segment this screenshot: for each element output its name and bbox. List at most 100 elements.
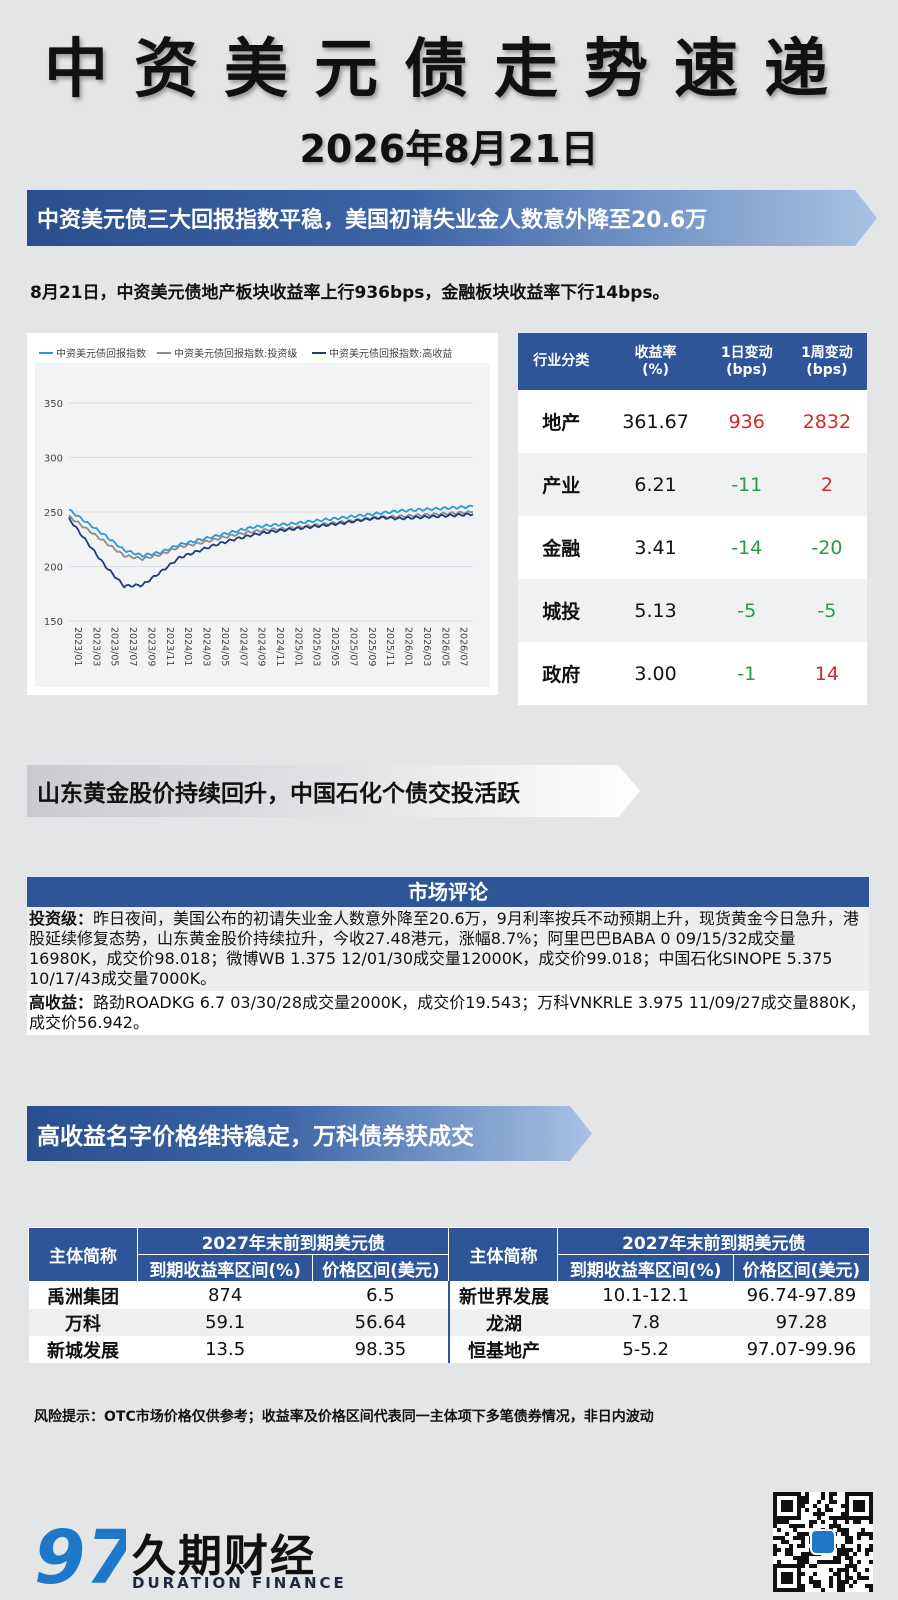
ig-text: 昨日夜间，美国公布的初请失业金人数意外降至20.6万，9月利率按兵不动预期上升，… [29, 909, 859, 988]
sector-1w-change: 14 [786, 642, 867, 705]
sector-1d-change: -5 [706, 579, 787, 642]
x-tick-label: 2024/01 [182, 627, 193, 666]
sector-name: 地产 [518, 390, 605, 453]
section-banner-high-yield: 高收益名字价格维持稳定，万科债券获成交 [27, 1106, 592, 1161]
table-row: 产业 6.21 -11 2 [518, 453, 867, 516]
qr-code[interactable] [773, 1492, 873, 1592]
issuer-ytm: 874 [137, 1281, 313, 1309]
legend-label: 中资美元债回报指数 [56, 347, 146, 360]
x-tick-label: 2024/09 [256, 627, 267, 666]
x-tick-label: 2025/05 [329, 627, 340, 666]
x-tick-label: 2026/01 [403, 627, 414, 666]
x-tick-label: 2023/05 [109, 627, 120, 666]
issuer-price: 97.28 [733, 1309, 870, 1336]
y-tick-label: 250 [44, 508, 63, 519]
issuer-ytm: 13.5 [137, 1336, 313, 1363]
x-tick-label: 2024/07 [237, 627, 248, 666]
sector-1w-change: -20 [786, 516, 867, 579]
sector-yield: 3.41 [604, 516, 707, 579]
issuer-name: 龙湖 [447, 1309, 558, 1336]
x-tick-label: 2025/03 [311, 627, 322, 666]
market-summary: 8月21日，中资美元债地产板块收益率上行936bps，金融板块收益率下行14bp… [30, 283, 670, 303]
header-issuer-left: 主体简称 [28, 1227, 138, 1282]
section-banner-indices: 中资美元债三大回报指数平稳，美国初请失业金人数意外降至20.6万 [27, 190, 877, 246]
header-group-left: 2027年末前到期美元债 [136, 1227, 450, 1255]
hy-label: 高收益： [29, 993, 94, 1012]
x-tick-label: 2023/07 [127, 627, 138, 666]
issuer-ytm: 10.1-12.1 [557, 1281, 734, 1309]
sector-yield-table: 行业分类 收益率 (%) 1日变动 (bps) 1周变动 (bps) 地产 361.67… [518, 333, 867, 705]
sector-yield: 361.67 [604, 390, 707, 453]
page-title: 中资美元债走势速递 [44, 33, 854, 107]
x-tick-label: 2025/09 [366, 627, 377, 666]
y-tick-label: 350 [44, 399, 63, 410]
x-tick-label: 2023/01 [72, 627, 83, 666]
issuer-price: 98.35 [312, 1336, 449, 1363]
x-tick-label: 2026/05 [439, 627, 450, 666]
header-1w-change: 1周变动 (bps) [786, 333, 867, 390]
ig-label: 投资级： [29, 909, 94, 928]
header-sector: 行业分类 [518, 333, 605, 390]
table-row: 新城发展 13.5 98.35 恒基地产 5-5.2 97.07-99.96 [28, 1336, 870, 1363]
series-line-3 [68, 512, 474, 589]
return-index-svg: 150 200 250 300 350 2023/01 2023/03 2023/05 2023… [35, 347, 490, 687]
sector-yield: 3.00 [604, 642, 707, 705]
header-group-right: 2027年末前到期美元债 [557, 1227, 870, 1255]
brand-mark-text: 97 [34, 1517, 126, 1593]
series-line-1 [68, 504, 474, 558]
section-title: 山东黄金股价持续回升，中国石化个债交投活跃 [37, 781, 520, 807]
issuer-name: 恒基地产 [447, 1336, 558, 1363]
issuer-ytm: 5-5.2 [557, 1336, 734, 1363]
brand-logo-icon: 97 [34, 1515, 137, 1600]
header-price-right: 价格区间(美元) [732, 1254, 871, 1282]
sector-1d-change: 936 [706, 390, 787, 453]
header-ytm-right: 到期收益率区间(%) [557, 1254, 734, 1282]
header-ytm-left: 到期收益率区间(%) [136, 1254, 314, 1282]
y-tick-label: 300 [44, 454, 63, 465]
report-date: 2026年8月21日 [299, 127, 599, 171]
header-issuer-right: 主体简称 [448, 1227, 559, 1282]
x-tick-label: 2023/09 [145, 627, 156, 666]
qr-logo-icon [810, 1529, 836, 1555]
table-row: 禹洲集团 874 6.5 新世界发展 10.1-12.1 96.74-97.89 [28, 1281, 870, 1309]
x-tick-label: 2024/03 [201, 627, 212, 666]
x-tick-label: 2025/01 [292, 627, 303, 666]
table-header-row: 行业分类 收益率 (%) 1日变动 (bps) 1周变动 (bps) [518, 333, 867, 390]
table-row: 万科 59.1 56.64 龙湖 7.8 97.28 [28, 1309, 870, 1336]
issuer-ytm: 7.8 [557, 1309, 734, 1336]
return-index-chart: 150 200 250 300 350 2023/01 2023/03 2023/05 2023… [27, 333, 498, 695]
sector-name: 城投 [518, 579, 605, 642]
issuer-name: 禹洲集团 [28, 1281, 138, 1309]
y-tick-label: 150 [44, 617, 63, 628]
issuer-name: 新城发展 [28, 1336, 138, 1363]
sector-1w-change: 2 [786, 453, 867, 516]
section-banner-shandong: 山东黄金股价持续回升，中国石化个债交投活跃 [27, 765, 640, 817]
x-tick-label: 2026/03 [421, 627, 432, 666]
x-tick-label: 2025/07 [347, 627, 358, 666]
x-tick-label: 2023/11 [164, 627, 175, 666]
y-tick-label: 200 [44, 563, 63, 574]
header-price-left: 价格区间(美元) [312, 1254, 450, 1282]
issuer-price: 6.5 [312, 1281, 449, 1309]
table-row: 金融 3.41 -14 -20 [518, 516, 867, 579]
section-title: 高收益名字价格维持稳定，万科债券获成交 [37, 1123, 474, 1150]
issuer-ytm: 59.1 [137, 1309, 313, 1336]
sector-name: 产业 [518, 453, 605, 516]
high-yield-price-table: 主体简称 2027年末前到期美元债 主体简称 2027年末前到期美元债 到期收益… [28, 1227, 871, 1363]
issuer-price: 96.74-97.89 [733, 1281, 870, 1309]
sector-yield: 6.21 [604, 453, 707, 516]
sector-yield: 5.13 [604, 579, 707, 642]
table-row: 城投 5.13 -5 -5 [518, 579, 867, 642]
brand-name-cn: 久期财经 [132, 1531, 316, 1582]
x-tick-label: 2023/03 [90, 627, 101, 666]
table-row: 政府 3.00 -1 14 [518, 642, 867, 705]
risk-disclaimer: 风险提示：OTC市场价格仅供参考；收益率及价格区间代表同一主体项下多笔债券情况，… [34, 1409, 654, 1425]
section-title: 中资美元债三大回报指数平稳，美国初请失业金人数意外降至20.6万 [37, 208, 708, 233]
series-line-2 [68, 509, 474, 562]
issuer-name: 新世界发展 [447, 1281, 558, 1309]
plot-area [35, 363, 490, 687]
sector-name: 金融 [518, 516, 605, 579]
x-tick-label: 2024/05 [219, 627, 230, 666]
sector-1w-change: -5 [786, 579, 867, 642]
table-row: 地产 361.67 936 2832 [518, 390, 867, 453]
